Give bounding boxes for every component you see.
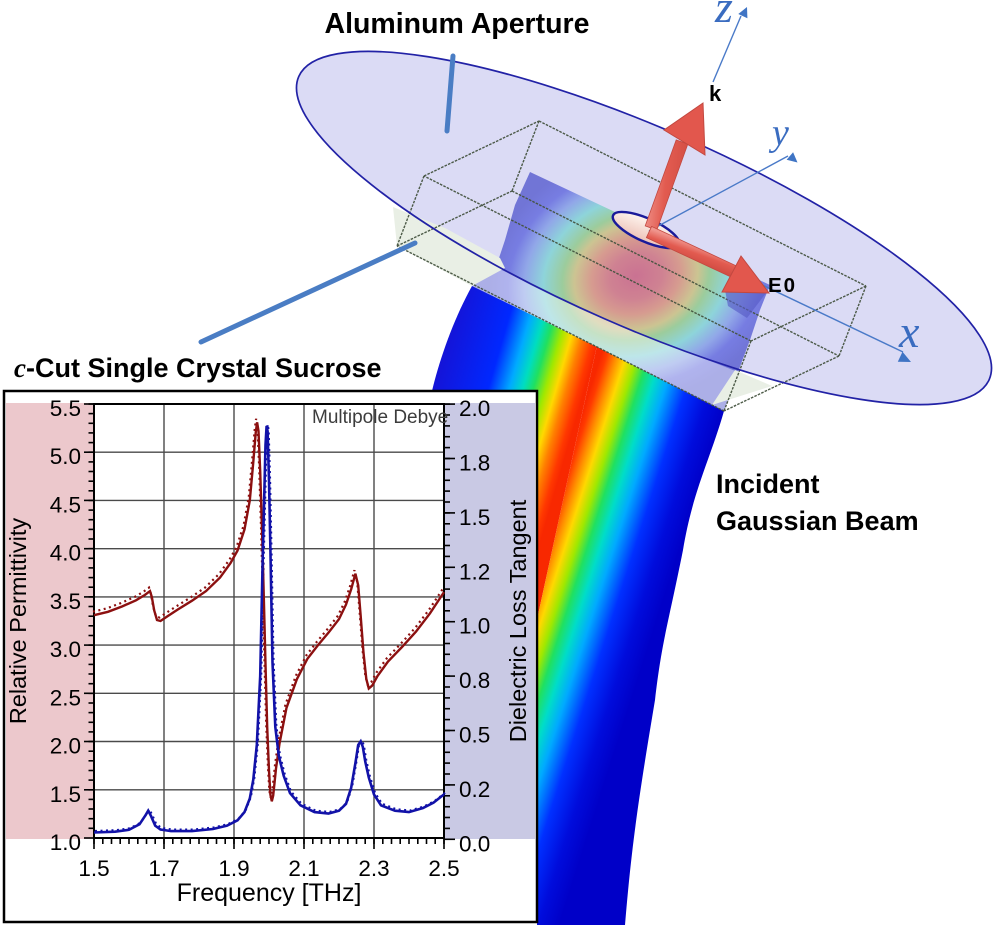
svg-text:1.0: 1.0 [459, 614, 490, 639]
svg-text:0.8: 0.8 [459, 668, 490, 693]
svg-text:2.5: 2.5 [428, 856, 459, 881]
svg-text:4.5: 4.5 [50, 492, 81, 517]
svg-text:0.2: 0.2 [459, 777, 490, 802]
svg-text:2.1: 2.1 [288, 856, 319, 881]
svg-text:4.0: 4.0 [50, 541, 81, 566]
svg-text:2.5: 2.5 [50, 685, 81, 710]
svg-text:1.2: 1.2 [459, 559, 490, 584]
svg-text:k: k [709, 81, 722, 106]
svg-text:Aluminum Aperture: Aluminum Aperture [325, 8, 590, 40]
svg-text:Dielectric Loss Tangent: Dielectric Loss Tangent [505, 499, 531, 742]
svg-text:1.0: 1.0 [50, 830, 81, 855]
svg-text:3.0: 3.0 [50, 637, 81, 662]
svg-text:2.0: 2.0 [50, 734, 81, 759]
svg-text:Incident: Incident [716, 469, 820, 499]
svg-text:Frequency [THz]: Frequency [THz] [177, 879, 362, 907]
svg-text:1.8: 1.8 [459, 451, 490, 476]
svg-text:y: y [768, 112, 789, 154]
svg-text:5.0: 5.0 [50, 444, 81, 469]
svg-text:1.7: 1.7 [148, 856, 179, 881]
svg-text:3.5: 3.5 [50, 589, 81, 614]
svg-text:x: x [898, 306, 920, 357]
svg-text:1.9: 1.9 [218, 856, 249, 881]
svg-text:E0: E0 [768, 274, 797, 297]
svg-text:5.5: 5.5 [50, 396, 81, 421]
svg-text:1.5: 1.5 [50, 782, 81, 807]
svg-text:c-Cut Single Crystal Sucrose: c-Cut Single Crystal Sucrose [14, 353, 382, 383]
svg-text:2.3: 2.3 [358, 856, 389, 881]
svg-text:0.5: 0.5 [459, 723, 490, 748]
svg-text:1.5: 1.5 [78, 856, 109, 881]
svg-text:Relative Permittivity: Relative Permittivity [5, 518, 31, 725]
svg-text:2.0: 2.0 [459, 396, 490, 421]
svg-text:0.0: 0.0 [459, 831, 490, 856]
svg-text:z: z [714, 0, 733, 32]
svg-text:Gaussian Beam: Gaussian Beam [716, 506, 919, 536]
svg-text:1.5: 1.5 [459, 505, 490, 530]
svg-text:Multipole Debye: Multipole Debye [312, 407, 448, 428]
